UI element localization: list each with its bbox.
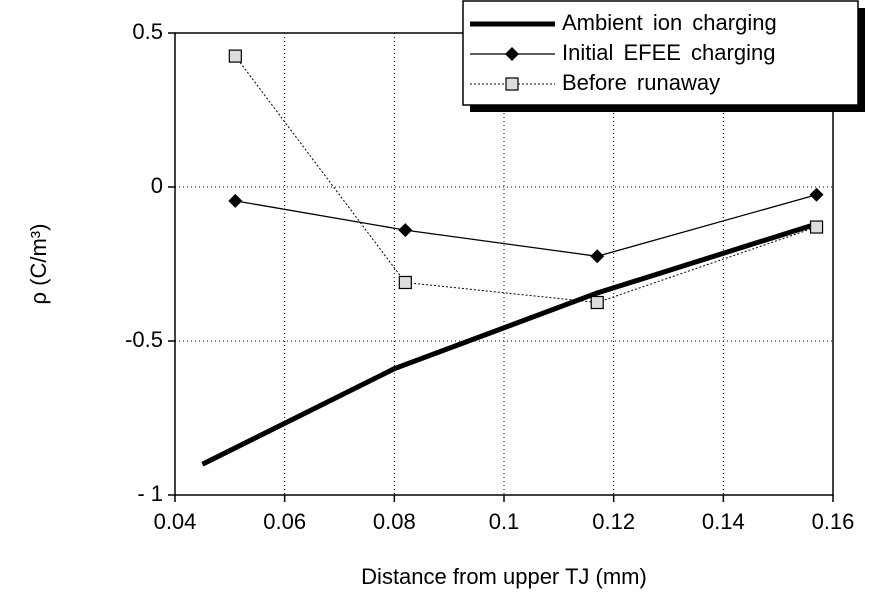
y-axis-label: ρ (C/m³) — [26, 224, 51, 305]
y-tick-label: -0.5 — [125, 327, 163, 352]
legend-marker — [505, 77, 519, 91]
legend-label: Before runaway — [562, 70, 720, 95]
x-tick-label: 0.14 — [702, 509, 745, 534]
y-tick-label: 0.5 — [132, 19, 163, 44]
marker — [809, 220, 824, 234]
legend-box — [462, 0, 859, 106]
y-tick-label: - 1 — [137, 481, 163, 506]
series-line — [234, 55, 817, 304]
marker — [590, 249, 605, 264]
marker — [590, 295, 604, 310]
x-tick-label: 0.16 — [812, 509, 855, 534]
x-tick-label: 0.06 — [263, 509, 306, 534]
marker — [228, 49, 242, 63]
series-line — [235, 194, 817, 257]
legend-marker — [505, 47, 519, 61]
x-axis-label: Distance from upper TJ (mm) — [361, 564, 647, 589]
marker — [228, 193, 243, 208]
marker — [398, 275, 412, 290]
series-line — [201, 221, 818, 467]
x-tick-label: 0.08 — [373, 509, 416, 534]
legend-label: Initial EFEE charging — [562, 40, 775, 65]
y-tick-label: 0 — [151, 173, 163, 198]
marker — [809, 187, 824, 202]
x-tick-label: 0.04 — [154, 509, 197, 534]
x-tick-label: 0.1 — [489, 509, 520, 534]
x-tick-label: 0.12 — [592, 509, 635, 534]
legend-label: Ambient ion charging — [562, 10, 777, 35]
marker — [398, 223, 413, 238]
